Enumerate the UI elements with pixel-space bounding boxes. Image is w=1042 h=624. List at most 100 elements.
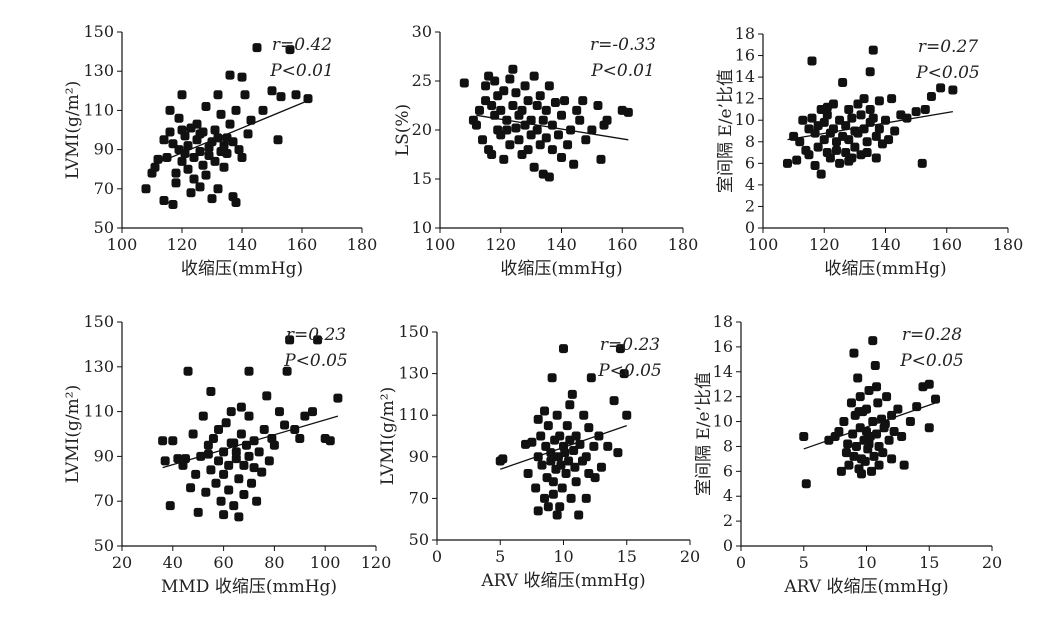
- data-point: [231, 198, 241, 208]
- data-point: [792, 155, 802, 165]
- y-tick-label: 4: [745, 175, 755, 194]
- x-tick-label: 100: [310, 553, 341, 572]
- data-point: [874, 460, 884, 470]
- data-point: [201, 101, 211, 111]
- data-point: [587, 125, 597, 135]
- data-point: [247, 478, 257, 488]
- y-tick-label: 50: [409, 530, 429, 549]
- x-tick-label: 160: [287, 235, 318, 254]
- data-point: [567, 389, 577, 399]
- data-point: [523, 145, 533, 155]
- data-point: [523, 468, 533, 478]
- data-point: [173, 454, 183, 464]
- y-tick-label: 110: [398, 405, 429, 424]
- y-tick-label: 30: [412, 22, 432, 41]
- x-tick-label: 5: [799, 553, 809, 572]
- data-point: [224, 460, 234, 470]
- data-point: [897, 431, 907, 441]
- data-point: [290, 425, 300, 435]
- data-point: [865, 67, 875, 77]
- data-point: [210, 156, 220, 166]
- data-point: [195, 129, 205, 139]
- data-point: [854, 407, 864, 417]
- scatter-panel-5: 50 70 90 110 130 150 0 5 10 15 20 ARV 收缩压(mmHg) LVMI…: [378, 322, 700, 591]
- data-point: [795, 137, 805, 147]
- x-tick-label: 120: [809, 235, 840, 254]
- p-value-label: P<0.01: [590, 61, 655, 81]
- data-point: [158, 436, 168, 446]
- data-point: [333, 393, 343, 403]
- data-point: [871, 131, 881, 141]
- data-point: [841, 448, 851, 458]
- data-point: [499, 86, 509, 96]
- data-point: [243, 129, 253, 139]
- data-point: [254, 447, 264, 457]
- data-point: [581, 452, 591, 462]
- data-point: [188, 429, 198, 439]
- data-point: [191, 469, 201, 479]
- data-point: [819, 117, 829, 127]
- y-tick-label: 0: [723, 536, 733, 555]
- y-axis-title: LVMI(g/m²): [63, 385, 83, 483]
- data-point: [490, 76, 500, 86]
- y-tick-label: 110: [83, 402, 114, 421]
- data-point: [195, 182, 205, 192]
- y-tick-label: 130: [398, 364, 429, 383]
- data-point: [849, 451, 859, 461]
- data-point: [584, 423, 594, 433]
- data-point: [282, 366, 292, 376]
- data-point: [160, 456, 170, 466]
- data-point: [226, 407, 236, 417]
- data-point: [244, 366, 254, 376]
- data-point: [783, 158, 792, 168]
- data-point: [609, 396, 619, 406]
- data-point: [566, 493, 576, 503]
- data-point: [240, 90, 250, 100]
- data-point: [870, 361, 880, 371]
- correlation-r-label: r=0.27: [918, 37, 978, 57]
- data-point: [822, 110, 832, 120]
- data-point: [541, 105, 551, 115]
- data-point: [231, 447, 241, 457]
- trend-line: [162, 415, 339, 469]
- data-point: [478, 135, 488, 145]
- data-point: [168, 436, 178, 446]
- data-point: [541, 133, 551, 143]
- y-axis-title: 室间隔 E/e’比值: [694, 372, 714, 496]
- data-point: [171, 168, 181, 178]
- y-tick-label: 6: [723, 461, 733, 480]
- data-point: [474, 105, 484, 115]
- data-point: [219, 510, 229, 520]
- data-point: [555, 431, 565, 441]
- data-point: [878, 448, 888, 458]
- data-point: [229, 438, 239, 448]
- data-point: [924, 379, 934, 389]
- data-point: [548, 489, 558, 499]
- p-value-label: P<0.05: [915, 63, 980, 83]
- data-point: [280, 420, 290, 430]
- data-point: [529, 71, 539, 81]
- data-point: [481, 81, 491, 91]
- data-point: [502, 125, 512, 135]
- data-point: [856, 469, 866, 479]
- data-point: [168, 199, 178, 209]
- data-point: [873, 398, 883, 408]
- y-tick-label: 20: [412, 120, 432, 139]
- scatter-panel-2: 10 15 20 25 30 100 120 140 160 180 收缩压(mmHg) LS(%) r…: [393, 22, 698, 279]
- data-point: [165, 105, 175, 115]
- data-point: [192, 119, 202, 129]
- data-point: [244, 451, 254, 461]
- data-point: [864, 439, 874, 449]
- data-point: [559, 344, 568, 354]
- data-point: [843, 439, 853, 449]
- x-tick-label: 180: [347, 235, 378, 254]
- data-point: [819, 135, 829, 145]
- data-point: [602, 115, 612, 125]
- data-point: [889, 427, 899, 437]
- y-tick-label: 130: [83, 61, 114, 80]
- data-point: [841, 121, 851, 131]
- data-point: [581, 135, 591, 145]
- y-tick-label: 10: [412, 218, 432, 237]
- data-point: [847, 113, 857, 123]
- x-tick-label: 20: [982, 553, 1002, 572]
